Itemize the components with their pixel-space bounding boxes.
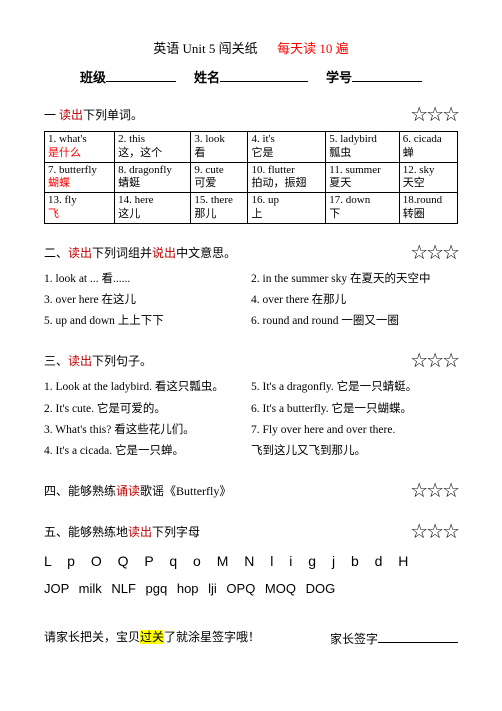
sec4-a: 四、能够熟练: [44, 484, 116, 498]
sign-label: 家长签字: [330, 632, 378, 646]
footer-right: 家长签字: [330, 628, 458, 647]
num-label: 学号: [326, 67, 352, 86]
list-item: 6. round and round 一圈又一圈: [251, 311, 458, 332]
vocab-cell: 10. flutter拍动，振翅: [248, 162, 326, 193]
vocab-cell: 17. down下: [326, 193, 399, 224]
sec5-heading: 五、能够熟练地读出下列字母: [44, 523, 200, 540]
list-item: 2. in the summer sky 在夏天的天空中: [251, 269, 458, 290]
sec2-right: 2. in the summer sky 在夏天的天空中4. over ther…: [251, 269, 458, 333]
sec4-c: 歌谣《Butterfly》: [140, 484, 231, 498]
sec3-b: 读出: [68, 354, 92, 368]
list-item: 4. It's a cicada. 它是一只蝉。: [44, 441, 251, 462]
sec1-a: 一: [44, 108, 59, 122]
sec2-left: 1. look at ... 看......3. over here 在这儿5.…: [44, 269, 251, 333]
list-item: 6. It's a butterfly. 它是一只蝴蝶。: [251, 399, 458, 420]
sec2-b: 读出: [68, 246, 92, 260]
sec1-heading: 一 读出下列单词。: [44, 106, 143, 123]
section-2: 二、读出下列词组并说出中文意思。 ☆☆☆ 1. look at ... 看...…: [44, 240, 458, 333]
vocab-cell: 3. look看: [191, 132, 248, 163]
footer-a: 请家长把关，宝贝: [44, 630, 140, 644]
footer-b: 了就涂星签字哦！: [164, 630, 260, 644]
list-item: 2. It's cute. 它是可爱的。: [44, 399, 251, 420]
sec3-left: 1. Look at the ladybird. 看这只瓢虫。2. It's c…: [44, 377, 251, 462]
vocab-cell: 8. dragonfly蜻蜓: [115, 162, 191, 193]
vocab-cell: 11. summer夏天: [326, 162, 399, 193]
stars-icon: ☆☆☆: [410, 519, 458, 544]
list-item: 5. It's a dragonfly. 它是一只蜻蜓。: [251, 377, 458, 398]
title-prefix: 英语 Unit 5 闯关纸: [153, 41, 257, 56]
vocab-cell: 1. what's是什么: [45, 132, 115, 163]
list-item: 3. What's this? 看这些花儿们。: [44, 420, 251, 441]
footer-left: 请家长把关，宝贝过关了就涂星签字哦！: [44, 628, 260, 647]
vocab-cell: 9. cute可爱: [191, 162, 248, 193]
sec3-c: 下列句子。: [92, 354, 152, 368]
vocab-table: 1. what's是什么2. this这，这个3. look看4. it's它是…: [44, 131, 458, 224]
vocab-cell: 2. this这，这个: [115, 132, 191, 163]
sec2-d: 说出: [152, 246, 176, 260]
vocab-cell: 18.round转圈: [399, 193, 457, 224]
sec1-b: 读出: [59, 108, 83, 122]
list-item: 飞到这儿又飞到那儿。: [251, 441, 458, 462]
sec2-e: 中文意思。: [176, 246, 236, 260]
list-item: 3. over here 在这儿: [44, 290, 251, 311]
header-fields: 班级 姓名 学号: [44, 67, 458, 86]
stars-icon: ☆☆☆: [410, 102, 458, 127]
stars-icon: ☆☆☆: [410, 478, 458, 503]
list-item: 5. up and down 上上下下: [44, 311, 251, 332]
stars-icon: ☆☆☆: [410, 240, 458, 265]
sec3-heading: 三、读出下列句子。: [44, 352, 152, 369]
name-label: 姓名: [194, 67, 220, 86]
vocab-cell: 15. there那儿: [191, 193, 248, 224]
vocab-cell: 12. sky天空: [399, 162, 457, 193]
vocab-cell: 16. up上: [248, 193, 326, 224]
sign-field[interactable]: [378, 628, 458, 643]
num-field[interactable]: [352, 67, 422, 82]
list-item: 7. Fly over here and over there.: [251, 420, 458, 441]
vocab-cell: 13. fly飞: [45, 193, 115, 224]
class-label: 班级: [80, 67, 106, 86]
sec4-heading: 四、能够熟练诵读歌谣《Butterfly》: [44, 482, 231, 499]
vocab-cell: 7. butterfly蝴蝶: [45, 162, 115, 193]
title-suffix: 每天读 10 遍: [277, 41, 349, 56]
sec3-right: 5. It's a dragonfly. 它是一只蜻蜓。6. It's a bu…: [251, 377, 458, 462]
sec2-heading: 二、读出下列词组并说出中文意思。: [44, 244, 236, 261]
list-item: 1. look at ... 看......: [44, 269, 251, 290]
section-3: 三、读出下列句子。 ☆☆☆ 1. Look at the ladybird. 看…: [44, 348, 458, 462]
footer-hl: 过关: [140, 630, 164, 644]
page-title: 英语 Unit 5 闯关纸 每天读 10 遍: [44, 38, 458, 57]
sec2-c: 下列词组并: [92, 246, 152, 260]
sec5-a: 五、能够熟练地: [44, 525, 128, 539]
section-1: 一 读出下列单词。 ☆☆☆ 1. what's是什么2. this这，这个3. …: [44, 102, 458, 224]
sec5-c: 下列字母: [152, 525, 200, 539]
letter-row-2: JOP milk NLF pgq hop lji OPQ MOQ DOG: [44, 577, 458, 602]
section-5: 五、能够熟练地读出下列字母 ☆☆☆ L p O Q P q o M N l i …: [44, 519, 458, 601]
name-field[interactable]: [220, 67, 308, 82]
sec5-b: 读出: [128, 525, 152, 539]
sec3-a: 三、: [44, 354, 68, 368]
footer-line: 请家长把关，宝贝过关了就涂星签字哦！ 家长签字: [44, 628, 458, 647]
sec2-a: 二、: [44, 246, 68, 260]
sec1-c: 下列单词。: [83, 108, 143, 122]
list-item: 1. Look at the ladybird. 看这只瓢虫。: [44, 377, 251, 398]
vocab-cell: 5. ladybird瓢虫: [326, 132, 399, 163]
sec4-b: 诵读: [116, 484, 140, 498]
class-field[interactable]: [106, 67, 176, 82]
letter-row-1: L p O Q P q o M N l i g j b d H: [44, 548, 458, 575]
stars-icon: ☆☆☆: [410, 348, 458, 373]
vocab-cell: 14. here这儿: [115, 193, 191, 224]
section-4: 四、能够熟练诵读歌谣《Butterfly》 ☆☆☆: [44, 478, 458, 503]
vocab-cell: 4. it's它是: [248, 132, 326, 163]
vocab-cell: 6. cicada蝉: [399, 132, 457, 163]
list-item: 4. over there 在那儿: [251, 290, 458, 311]
